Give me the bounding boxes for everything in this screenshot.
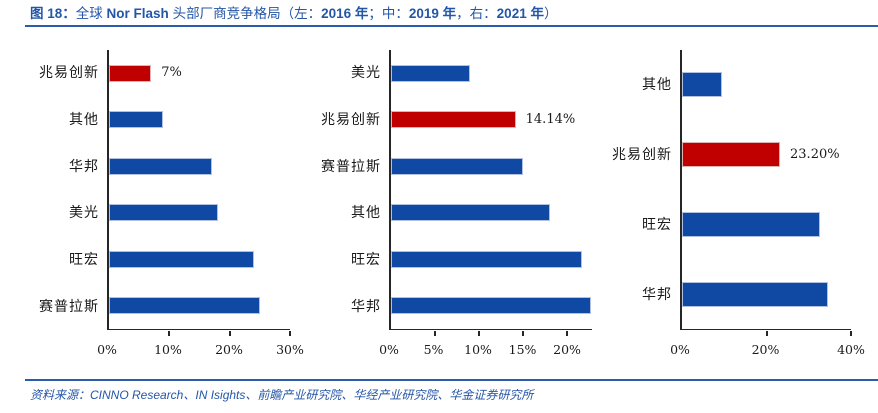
plot-area: 14.14% xyxy=(389,50,592,336)
bar xyxy=(109,111,164,129)
axis-tick-label: 20% xyxy=(215,342,243,357)
footer-divider xyxy=(25,379,878,381)
category-label: 华邦 xyxy=(69,158,99,175)
figure-title: 图 18：全球 Nor Flash 头部厂商竞争格局（左：2016 年；中：20… xyxy=(30,5,557,22)
chart-2019: 美光兆易创新赛普拉斯其他旺宏华邦 14.14% 0% 5% 10% 15% 20% xyxy=(320,45,592,357)
axis-tick xyxy=(289,331,291,336)
plot-area: 23.20% xyxy=(680,50,852,336)
category-label: 美光 xyxy=(351,65,381,82)
category-axis: 兆易创新其他华邦美光旺宏赛普拉斯 xyxy=(20,50,99,330)
axis-tick-label: 10% xyxy=(154,342,182,357)
axis-tick-label: 5% xyxy=(423,342,444,357)
category-axis: 美光兆易创新赛普拉斯其他旺宏华邦 xyxy=(320,50,381,330)
axis-tick xyxy=(765,331,768,336)
category-label: 华邦 xyxy=(351,298,381,315)
category-label: 其他 xyxy=(69,112,99,128)
axis-tick-label: 20% xyxy=(553,342,581,357)
figure-title-segment: Nor Flash xyxy=(106,6,169,21)
chart-2016: 兆易创新其他华邦美光旺宏赛普拉斯 7% 0% 10% 20% 30% xyxy=(20,45,304,357)
category-label: 旺宏 xyxy=(351,252,381,268)
value-axis: 0% 5% 10% 15% 20% xyxy=(379,337,592,357)
value-axis: 0% 10% 20% 30% xyxy=(97,337,304,357)
bar-highlighted xyxy=(391,111,516,129)
figure-title-segment: ；中： xyxy=(368,6,409,21)
category-label: 赛普拉斯 xyxy=(321,158,381,175)
axis-tick-label: 40% xyxy=(837,342,865,357)
bar xyxy=(391,64,471,82)
figure-title-segment: 全球 xyxy=(75,6,107,21)
bar xyxy=(391,250,583,268)
bar-highlighted xyxy=(682,142,781,168)
bar-highlighted xyxy=(109,64,152,82)
bar xyxy=(109,250,254,268)
bar xyxy=(682,72,723,98)
bar xyxy=(391,204,550,222)
axis-tick-label: 0% xyxy=(379,342,399,357)
bar xyxy=(682,211,821,237)
bar xyxy=(109,297,260,315)
axis-tick xyxy=(168,331,171,336)
category-axis: 其他兆易创新旺宏华邦 xyxy=(611,50,672,330)
category-label: 兆易创新 xyxy=(612,147,672,163)
figure-title-segment: ） xyxy=(543,6,558,21)
figure-title-segment: 2016 年 xyxy=(321,6,369,21)
data-label: 7% xyxy=(161,65,182,81)
axis-tick xyxy=(850,331,852,336)
category-label: 兆易创新 xyxy=(321,112,381,128)
bar xyxy=(391,157,524,175)
chart-2021: 其他兆易创新旺宏华邦 23.20% 0% 20% 40% xyxy=(611,45,865,357)
axis-tick-label: 10% xyxy=(464,342,492,357)
bar xyxy=(391,297,592,315)
axis-tick-label: 30% xyxy=(276,342,304,357)
category-label: 美光 xyxy=(69,205,99,222)
axis-tick xyxy=(228,331,231,336)
figure-title-segment: 2021 年 xyxy=(496,6,544,21)
axis-tick xyxy=(522,331,525,336)
category-label: 其他 xyxy=(351,205,381,222)
bar xyxy=(109,157,212,175)
title-underline xyxy=(25,25,878,27)
data-label: 23.20% xyxy=(790,146,840,162)
value-axis: 0% 20% 40% xyxy=(670,337,865,357)
bar xyxy=(682,281,829,307)
category-label: 赛普拉斯 xyxy=(39,298,99,315)
axis-tick xyxy=(434,331,437,336)
category-label: 兆易创新 xyxy=(39,65,99,82)
axis-tick xyxy=(566,331,569,336)
axis-tick-label: 15% xyxy=(508,342,537,357)
category-label: 华邦 xyxy=(642,287,672,303)
axis-tick xyxy=(478,331,481,336)
bar xyxy=(109,204,218,222)
figure-title-segment: ，右： xyxy=(456,6,497,21)
data-label: 14.14% xyxy=(525,111,576,127)
figure-title-segment: 图 18： xyxy=(30,6,76,21)
source-note: 资料来源：CINNO Research、IN Isights、前瞻产业研究院、华… xyxy=(30,388,534,402)
category-label: 旺宏 xyxy=(642,217,672,233)
category-label: 旺宏 xyxy=(69,252,99,268)
category-label: 其他 xyxy=(642,77,672,93)
axis-tick-label: 0% xyxy=(670,342,690,357)
figure-title-segment: 2019 年 xyxy=(408,6,457,21)
plot-area: 7% xyxy=(107,50,291,336)
figure-title-segment: 头部厂商竞争格局（左： xyxy=(168,6,322,21)
axis-tick-label: 20% xyxy=(751,342,780,357)
axis-tick-label: 0% xyxy=(97,342,117,357)
